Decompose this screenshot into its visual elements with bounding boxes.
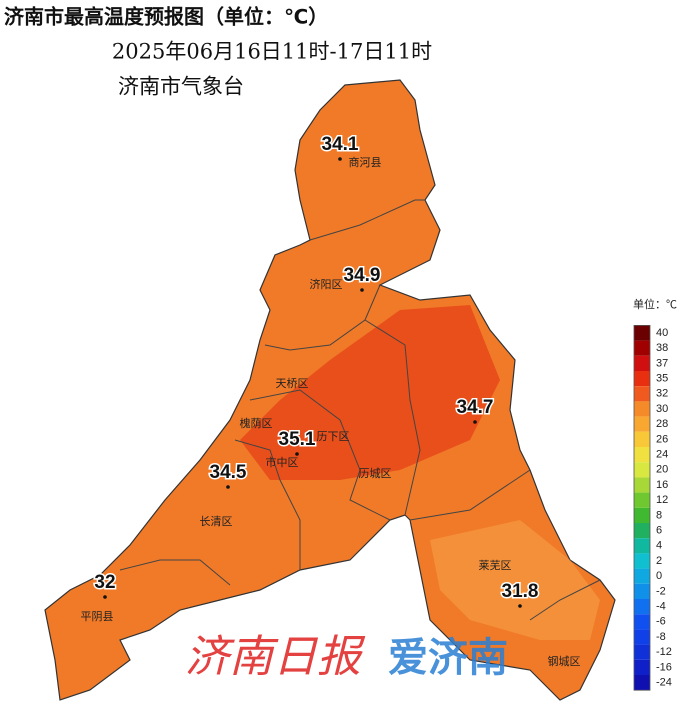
legend-tick-label: -8 — [656, 631, 666, 643]
place-label: 历下区 — [317, 430, 350, 443]
place-label: 市中区 — [266, 455, 299, 469]
border — [249, 389, 391, 521]
place-label: 天桥区 — [276, 377, 309, 390]
legend-tick-label: 30 — [656, 403, 668, 415]
station-dot — [295, 452, 299, 456]
legend-tick-label: -16 — [656, 661, 672, 673]
legend-swatch — [634, 523, 650, 539]
issuer: 济南市气象台 — [118, 75, 244, 99]
legend-tick-label: 37 — [656, 357, 668, 369]
legend-tick-label: -2 — [656, 585, 666, 597]
legend-tick-label: 35 — [656, 373, 668, 385]
place-label: 莱芜区 — [479, 558, 512, 572]
legend-tick-label: 26 — [656, 433, 668, 445]
legend-swatch — [634, 644, 650, 660]
legend-tick-label: 2 — [656, 555, 662, 567]
place-label: 长清区 — [200, 515, 233, 528]
station-dot — [103, 595, 107, 599]
legend-swatch — [634, 568, 650, 584]
legend-tick-label: 38 — [656, 342, 668, 354]
legend-swatch — [634, 629, 650, 645]
watermark-paper: 济南日报 — [185, 632, 366, 683]
station-dot — [518, 604, 522, 608]
legend-swatch — [634, 614, 650, 630]
watermark-app: 爱济南 — [388, 635, 508, 681]
legend-tick-label: 0 — [656, 570, 662, 582]
border — [409, 469, 531, 521]
place-label: 钢城区 — [548, 655, 581, 668]
legend-swatch — [634, 599, 650, 615]
legend-swatch — [634, 386, 650, 402]
legend-tick-label: -24 — [656, 677, 672, 689]
border — [264, 284, 381, 351]
legend-tick-label: -12 — [656, 646, 672, 658]
legend: 40383735323028262420161286420-2-4-6-8-12… — [633, 324, 672, 691]
border — [309, 199, 425, 241]
place-label: 平阴县 — [81, 610, 114, 623]
legend-swatch — [634, 401, 650, 417]
legend-swatch — [634, 553, 650, 569]
temperature: 35.1 — [279, 429, 316, 450]
station-dot — [338, 157, 342, 161]
border — [364, 319, 421, 516]
legend-tick-label: 20 — [656, 464, 668, 476]
place-label: 济阳区 — [310, 277, 343, 291]
legend-swatch — [634, 583, 650, 599]
legend-swatch — [634, 492, 650, 508]
map-title: 济南市最高温度预报图（单位：℃） — [4, 5, 328, 29]
legend-swatch — [634, 371, 650, 387]
border — [234, 439, 301, 570]
district-borders — [119, 199, 601, 621]
legend-tick-label: 16 — [656, 479, 668, 491]
place-label: 槐荫区 — [240, 416, 273, 430]
legend-swatch — [634, 477, 650, 493]
border — [119, 559, 231, 586]
legend-swatch — [634, 462, 650, 478]
temperature: 32 — [94, 572, 115, 593]
legend-tick-label: 40 — [656, 327, 668, 339]
legend-tick-label: 28 — [656, 418, 668, 430]
map-area — [44, 79, 616, 701]
legend-tick-label: 4 — [656, 540, 662, 552]
labels: 34.1 34.9 34.7 35.1 34.5 32 31.8 商河县济阳区天桥区槐荫区历下… — [81, 133, 581, 668]
legend-unit: 单位：℃ — [633, 297, 677, 311]
legend-tick-label: 24 — [656, 449, 668, 461]
legend-swatch — [634, 675, 650, 691]
place-label: 商河县 — [349, 155, 382, 169]
legend-tick-label: 12 — [656, 494, 668, 506]
station-dot — [226, 485, 230, 489]
legend-tick-label: 32 — [656, 388, 668, 400]
legend-swatch — [634, 340, 650, 356]
border — [529, 579, 601, 621]
temperature: 34.7 — [457, 397, 494, 418]
legend-swatch — [634, 659, 650, 675]
legend-frame — [633, 324, 651, 691]
legend-tick-label: 6 — [656, 525, 662, 537]
temperature: 31.8 — [502, 581, 539, 602]
mild-zone — [430, 520, 600, 640]
legend-tick-label: -4 — [656, 601, 666, 613]
hot-zone — [240, 305, 500, 480]
temperature: 34.9 — [344, 265, 381, 286]
forecast-period: 2025年06月16日11时-17日11时 — [112, 40, 432, 64]
temperature: 34.5 — [210, 462, 247, 483]
station-dot — [473, 420, 477, 424]
temperature: 34.1 — [322, 134, 359, 155]
place-label: 历城区 — [359, 467, 392, 480]
legend-swatch — [634, 325, 650, 341]
legend-swatch — [634, 447, 650, 463]
station-dot — [360, 288, 364, 292]
legend-swatch — [634, 431, 650, 447]
legend-swatch — [634, 416, 650, 432]
legend-tick-label: 8 — [656, 509, 662, 521]
legend-swatch — [634, 507, 650, 523]
legend-tick-label: -6 — [656, 616, 666, 628]
legend-swatch — [634, 355, 650, 371]
legend-swatch — [634, 538, 650, 554]
